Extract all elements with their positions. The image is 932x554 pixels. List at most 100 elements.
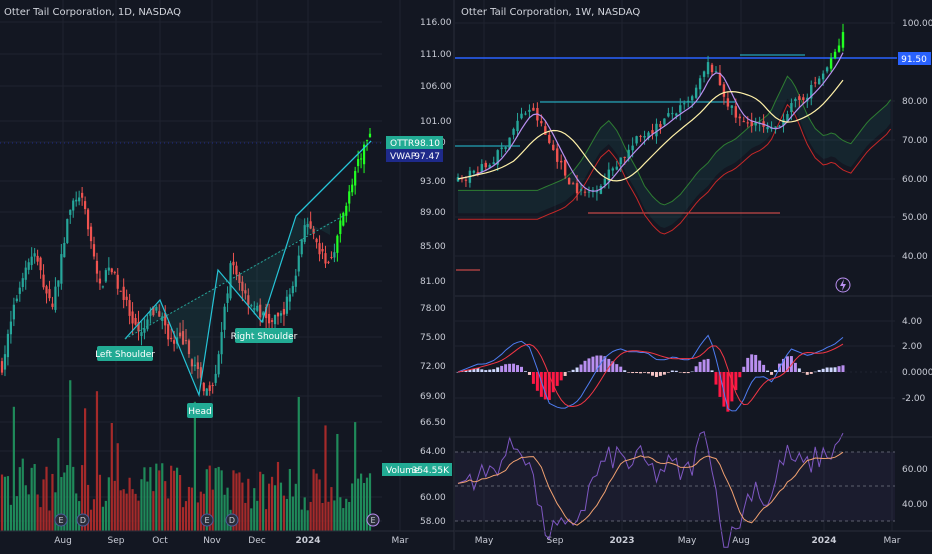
daily-volume-bar xyxy=(285,498,289,531)
weekly-candle-body xyxy=(821,73,825,80)
weekly-candle-body xyxy=(675,113,678,116)
daily-volume-bar xyxy=(0,474,4,531)
weekly-chart[interactable]: 100.00 80.00 70.00 60.00 50.00 40.00 May Sep 202… xyxy=(455,19,932,548)
head-text: Head xyxy=(188,407,212,417)
daily-candle-body xyxy=(351,184,354,193)
daily-candle-body xyxy=(306,224,309,228)
weekly-candle-body xyxy=(754,122,757,126)
daily-candle-body xyxy=(86,209,90,230)
macd-histogram-bar xyxy=(801,372,805,373)
macd-histogram-bar xyxy=(658,372,662,376)
daily-volume-bar xyxy=(134,493,137,531)
macd-signal-line xyxy=(457,343,844,408)
daily-volume-bar xyxy=(247,478,250,531)
daily-candle-body xyxy=(6,333,10,358)
daily-candle-body xyxy=(152,306,155,316)
head-label: Head xyxy=(187,403,213,418)
weekly-candle-body xyxy=(603,178,607,185)
right-price-line-badge: 91.50 xyxy=(898,52,931,65)
daily-candle-body xyxy=(33,253,36,257)
daily-volume-bar xyxy=(199,491,202,531)
daily-candle-body xyxy=(256,305,259,311)
weekly-candle-body xyxy=(492,162,495,165)
daily-candle-body xyxy=(51,303,54,307)
weekly-candle-body xyxy=(619,157,622,165)
macd-histogram-bar xyxy=(563,372,567,376)
daily-candle-body xyxy=(122,286,125,300)
daily-volume-bar xyxy=(30,467,33,531)
vwap-badge-value: 97.47 xyxy=(414,152,440,162)
macd-histogram-bar xyxy=(682,372,686,374)
macd-histogram-bar xyxy=(674,370,678,372)
weekly-candle-body xyxy=(516,120,519,132)
event-mark-text: E xyxy=(370,516,375,525)
daily-volume-bar xyxy=(98,474,102,531)
weekly-candle-body xyxy=(814,82,817,84)
daily-chart[interactable]: 116.00111.00106.00101.0097.0093.0089.008… xyxy=(0,18,452,546)
daily-volume-bar xyxy=(351,483,354,531)
daily-candle-body xyxy=(69,209,72,215)
macd-histogram-bar xyxy=(678,372,682,373)
daily-volume-bar xyxy=(146,481,149,531)
daily-volume-bar xyxy=(241,482,244,531)
weekly-candle-body xyxy=(794,98,797,102)
daily-candle-body xyxy=(297,255,300,272)
daily-candle-body xyxy=(0,361,4,373)
macd-histogram-bar xyxy=(535,372,539,391)
weekly-candle-body xyxy=(484,162,487,168)
weekly-candle-body xyxy=(544,126,547,135)
right-time-tick: Sep xyxy=(547,536,564,546)
macd-histogram-bar xyxy=(662,372,666,375)
daily-volume-bar xyxy=(81,465,84,531)
daily-candle-body xyxy=(235,265,238,275)
daily-candle-body xyxy=(265,307,268,319)
macd-histogram-bar xyxy=(456,372,460,373)
daily-volume-bar xyxy=(143,467,146,531)
daily-volume-bar xyxy=(244,502,247,531)
daily-volume-bar xyxy=(152,491,155,531)
daily-candle-body xyxy=(220,332,223,355)
daily-volume-bar xyxy=(39,507,42,531)
daily-candle-body xyxy=(291,286,294,294)
daily-candle-body xyxy=(170,337,173,340)
daily-candle-body xyxy=(208,385,211,391)
weekly-candle-body xyxy=(841,32,845,48)
daily-candle-body xyxy=(342,212,345,226)
pattern-fill xyxy=(125,216,330,395)
daily-candle-body xyxy=(253,308,256,310)
daily-candle-body xyxy=(149,311,152,316)
daily-volume-bar xyxy=(125,493,128,531)
daily-candle-body xyxy=(155,306,158,311)
daily-candle-body xyxy=(95,260,99,274)
daily-volume-bar xyxy=(333,500,336,531)
macd-histogram-bar xyxy=(500,365,504,372)
macd-histogram-bar xyxy=(722,372,726,407)
daily-volume-bar xyxy=(368,473,372,531)
left-shoulder-text: Left Shoulder xyxy=(95,350,155,360)
daily-candle-body xyxy=(54,286,57,310)
daily-volume-bar xyxy=(267,483,271,531)
left-price-tick: 60.00 xyxy=(420,493,446,503)
left-price-tick: 58.00 xyxy=(420,517,446,527)
daily-candle-body xyxy=(229,263,232,299)
right-time-tick: 2023 xyxy=(609,536,634,546)
macd-histogram-bar xyxy=(754,354,758,372)
macd-histogram-bar xyxy=(527,372,531,375)
lightning-icon[interactable] xyxy=(835,277,851,293)
left-price-tick: 85.00 xyxy=(420,242,446,252)
weekly-candle-body xyxy=(631,145,634,151)
daily-candle-body xyxy=(83,201,87,210)
right-price-tick: 70.00 xyxy=(902,136,928,146)
weekly-candle-body xyxy=(607,169,611,182)
daily-candle-body xyxy=(259,304,262,318)
right-price-tick: 80.00 xyxy=(902,97,928,107)
right-price-tick: 60.00 xyxy=(902,175,928,185)
daily-candle-body xyxy=(205,388,208,396)
daily-candle-body xyxy=(190,359,194,367)
daily-volume-bar xyxy=(3,476,7,531)
macd-histogram-bar xyxy=(492,369,496,372)
daily-candle-body xyxy=(178,332,182,337)
daily-volume-bar xyxy=(205,469,208,531)
macd-histogram-bar xyxy=(619,366,623,372)
